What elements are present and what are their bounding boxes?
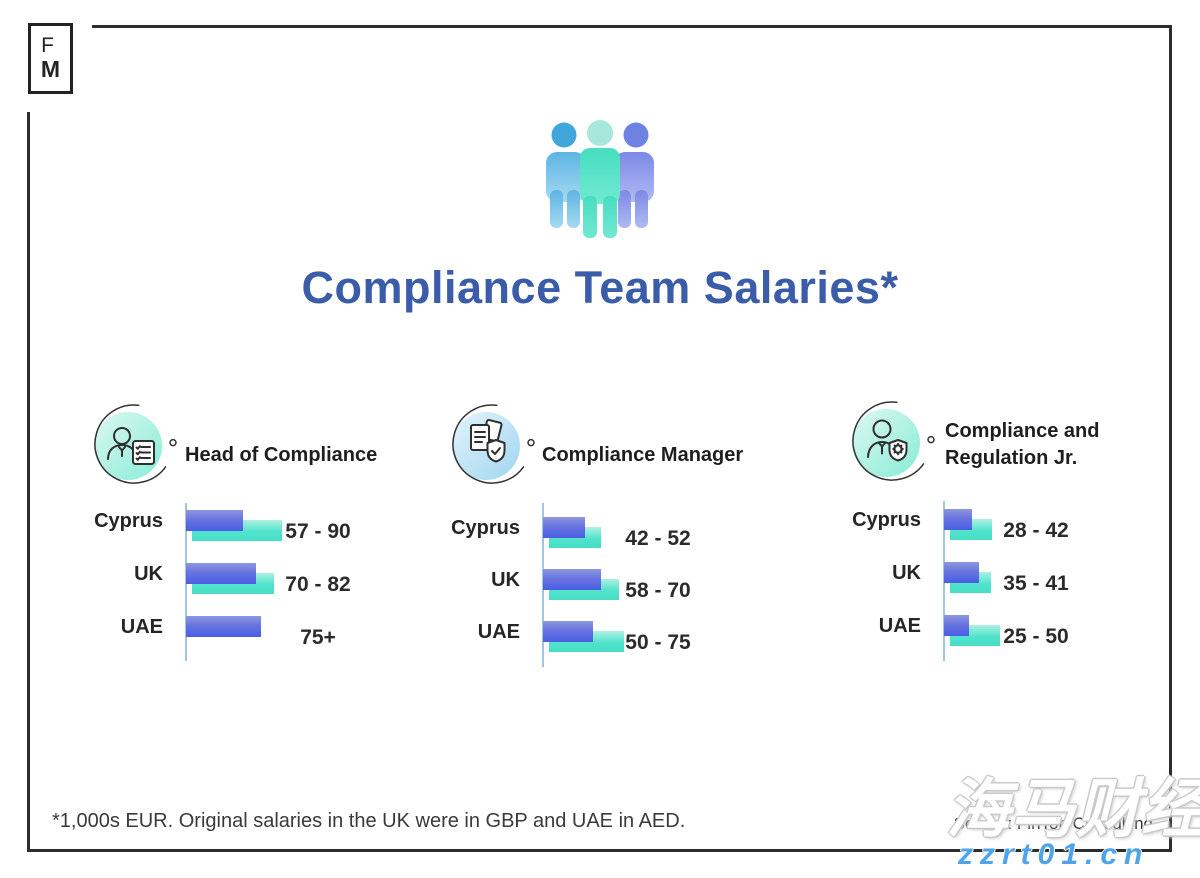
salary-range-label: 57 - 90: [285, 520, 351, 543]
country-label: UAE: [878, 615, 921, 637]
page-border-frame: [27, 25, 1172, 852]
salary-range-label: 28 - 42: [1003, 519, 1069, 542]
bar-row-uae: UAE 50 - 75: [478, 621, 882, 665]
bar-row-cyprus: Cyprus 28 - 42: [852, 509, 1200, 553]
head-right: [623, 122, 649, 148]
bar-row-uk: UK 58 - 70: [491, 569, 882, 613]
person-shield-icon: [852, 401, 935, 481]
bar-salary-min: [543, 569, 601, 590]
bar-row-uae: UAE 25 - 50: [879, 615, 1200, 659]
watermark-cjk-text: 海马财经: [946, 773, 1200, 845]
section-title-compliance-manager: Compliance Manager: [542, 444, 744, 466]
bar-salary-min: [944, 509, 972, 530]
country-label: UK: [892, 562, 921, 584]
salary-range-label: 70 - 82: [285, 573, 351, 596]
head-left: [551, 122, 577, 148]
section-title-compliance-regulation-jr: Compliance and Regulation Jr.: [945, 418, 1185, 472]
section-title-line2: Regulation Jr.: [945, 447, 1078, 469]
source-text: Source: FinTop Consulting: [953, 814, 1153, 833]
country-label: Cyprus: [852, 509, 921, 531]
bar-row-uk: UK 35 - 41: [892, 562, 1200, 606]
salary-range-label: 50 - 75: [625, 631, 691, 654]
bar-salary-min: [944, 615, 969, 636]
person-left: [546, 152, 586, 228]
person-middle: [580, 148, 620, 238]
salary-range-label: 58 - 70: [625, 579, 691, 602]
fm-logo: F M: [28, 23, 73, 94]
bar-row-cyprus: Cyprus 57 - 90: [94, 510, 525, 554]
person-checklist-icon: [94, 404, 177, 484]
documents-shield-icon: [452, 404, 535, 484]
bar-row-uae: UAE 75+: [121, 616, 525, 660]
country-label: Cyprus: [451, 517, 520, 539]
salary-range-label: 75+: [300, 626, 336, 649]
country-label: UK: [491, 569, 520, 591]
chart-compliance-manager: Cyprus 42 - 52 UK 58 - 70 UAE 50 - 75: [451, 503, 882, 673]
head-middle: [587, 120, 613, 146]
salary-range-label: 35 - 41: [1003, 572, 1069, 595]
watermark-url-text: zzrt01.cn: [958, 838, 1150, 871]
bar-salary-min: [186, 616, 261, 637]
footnote-text: *1,000s EUR. Original salaries in the UK…: [52, 810, 686, 832]
team-people-icon: [546, 120, 654, 238]
fm-logo-letter-m: M: [40, 56, 61, 83]
country-label: UAE: [120, 616, 163, 638]
bar-salary-min: [944, 562, 979, 583]
section-title-head-of-compliance: Head of Compliance: [185, 444, 378, 466]
country-label: UK: [134, 563, 163, 585]
bar-row-uk: UK 70 - 82: [134, 563, 525, 607]
chart-head-of-compliance: Cyprus 57 - 90 UK 70 - 82 UAE 75+: [94, 503, 525, 673]
salary-range-label: 42 - 52: [625, 527, 691, 550]
fm-logo-letter-f: F: [41, 33, 54, 57]
person-right: [614, 152, 654, 228]
page-title: Compliance Team Salaries*: [301, 262, 899, 313]
salary-range-label: 25 - 50: [1003, 625, 1069, 648]
country-label: UAE: [477, 621, 520, 643]
bar-row-cyprus: Cyprus 42 - 52: [451, 517, 882, 561]
bar-salary-min: [543, 621, 593, 642]
bar-salary-min: [186, 510, 243, 531]
chart-compliance-regulation-jr: Cyprus 28 - 42 UK 35 - 41 UAE 25 - 50: [852, 501, 1200, 671]
bar-salary-min: [543, 517, 585, 538]
section-title-line1: Compliance and: [945, 420, 1100, 442]
country-label: Cyprus: [94, 510, 163, 532]
bar-salary-min: [186, 563, 256, 584]
